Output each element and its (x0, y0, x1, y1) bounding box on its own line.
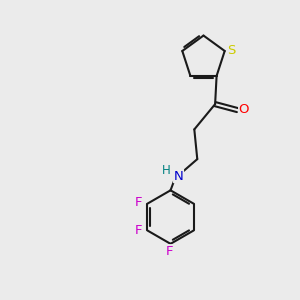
Text: F: F (165, 245, 173, 258)
Text: H: H (162, 164, 171, 177)
Text: N: N (174, 169, 183, 183)
Text: S: S (227, 44, 236, 57)
Text: F: F (135, 196, 142, 209)
Text: F: F (135, 224, 142, 237)
Text: O: O (239, 103, 249, 116)
